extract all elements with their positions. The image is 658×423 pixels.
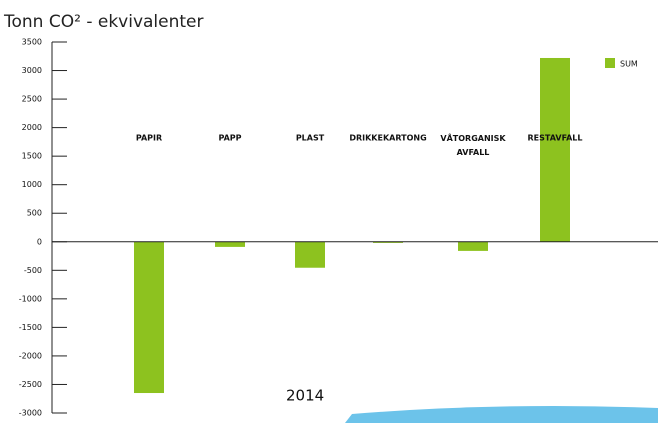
x-tick-label: PAPP (218, 134, 241, 143)
y-tick-label: 3500 (22, 38, 42, 47)
decor-shape (345, 406, 658, 423)
x-tick-label: PAPIR (136, 134, 162, 143)
y-tick-label: -500 (24, 266, 42, 275)
bar (215, 241, 245, 247)
x-tick-label: RESTAVFALL (528, 134, 583, 143)
annotation: 2014 (286, 387, 324, 405)
bar (458, 241, 488, 251)
y-tick-label: 500 (27, 209, 42, 218)
y-tick-label: 0 (37, 237, 42, 246)
bar (134, 241, 164, 394)
y-tick-label: -2500 (19, 380, 42, 389)
y-tick-label: 2000 (22, 123, 42, 132)
y-tick-label: 2500 (22, 95, 42, 104)
chart-title: Tonn CO² - ekvivalenter (3, 12, 204, 32)
legend-label: SUM (620, 60, 638, 69)
y-tick-label: -3000 (19, 409, 42, 418)
y-tick-label: -1500 (19, 323, 42, 332)
x-tick-label: DRIKKEKARTONG (349, 134, 426, 143)
y-tick-label: -1000 (19, 294, 42, 303)
bar (540, 57, 570, 242)
y-tick-label: -2000 (19, 351, 42, 360)
legend-swatch (605, 58, 615, 68)
y-tick-label: 1000 (22, 180, 42, 189)
bar (373, 241, 403, 243)
x-tick-label: VÅTORGANISK AVFALL (440, 133, 506, 157)
y-tick-label: 3000 (22, 66, 42, 75)
x-tick-label: PLAST (296, 134, 325, 143)
bar (295, 241, 325, 268)
y-tick-label: 1500 (22, 152, 42, 161)
